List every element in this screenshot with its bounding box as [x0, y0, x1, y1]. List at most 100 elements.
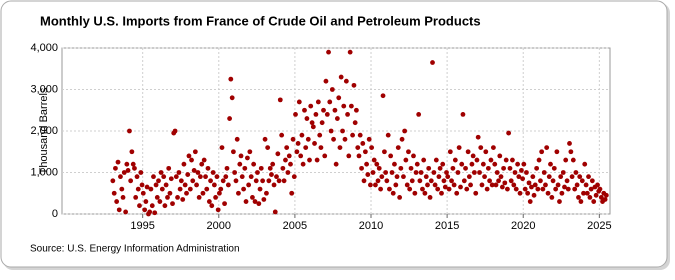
point [208, 178, 213, 184]
point [586, 174, 591, 180]
point [378, 186, 384, 192]
point [374, 161, 380, 167]
point [279, 132, 285, 138]
point [236, 190, 241, 196]
point [116, 207, 122, 213]
point [409, 178, 415, 184]
point [312, 141, 317, 146]
point [479, 182, 485, 188]
point [270, 161, 276, 167]
point [247, 149, 253, 155]
point [125, 168, 131, 173]
point [255, 170, 260, 175]
point [157, 199, 163, 204]
point [507, 165, 513, 171]
y-tick-label: 2,000 [30, 125, 58, 137]
point [313, 112, 319, 117]
point [165, 195, 170, 200]
y-tick-label: 3,000 [30, 83, 58, 95]
point [366, 136, 372, 142]
point [342, 136, 348, 142]
point [148, 186, 154, 192]
point [593, 192, 599, 198]
point [233, 178, 239, 184]
point [257, 186, 263, 192]
point [206, 199, 212, 204]
point [475, 134, 481, 140]
point [191, 168, 197, 173]
x-tick-label: 2010 [359, 220, 383, 232]
point [469, 161, 475, 167]
point [382, 149, 387, 155]
point [538, 178, 543, 184]
point [194, 182, 199, 188]
point [441, 178, 447, 184]
point [265, 145, 271, 151]
point [111, 190, 117, 196]
point [540, 186, 546, 192]
point [430, 60, 435, 65]
y-tick-label: 1,000 [30, 166, 58, 178]
point [562, 184, 567, 190]
point [213, 195, 218, 200]
point [307, 157, 312, 163]
point [483, 149, 489, 155]
point [113, 165, 118, 171]
point [513, 186, 519, 192]
point [452, 157, 458, 163]
point [170, 201, 175, 207]
point [524, 170, 529, 175]
point [534, 165, 540, 171]
point [394, 174, 400, 180]
point [465, 149, 471, 155]
point [110, 178, 116, 184]
point [408, 165, 414, 171]
point [577, 174, 583, 180]
point [527, 199, 533, 204]
point [414, 161, 420, 167]
point [422, 190, 428, 196]
point [192, 149, 198, 155]
point [251, 161, 257, 167]
point [501, 165, 506, 171]
point [477, 170, 482, 175]
point [436, 174, 442, 180]
point [203, 174, 208, 180]
point [177, 186, 183, 192]
point [323, 78, 329, 84]
point [480, 161, 486, 167]
point [503, 157, 509, 163]
point [370, 170, 376, 175]
point [243, 199, 249, 204]
point [232, 170, 238, 175]
point [435, 186, 441, 192]
point [568, 149, 574, 155]
point [214, 174, 220, 180]
point [413, 170, 419, 175]
point [296, 99, 302, 105]
point [516, 174, 522, 180]
point [218, 186, 224, 192]
point [161, 174, 167, 180]
point [127, 128, 132, 134]
point [298, 153, 304, 159]
point [471, 170, 477, 175]
point [351, 82, 357, 88]
point [548, 161, 553, 167]
point [583, 182, 589, 188]
point [291, 174, 297, 180]
point [241, 186, 247, 192]
point [210, 170, 216, 175]
point [266, 178, 272, 184]
point [343, 78, 349, 84]
x-tick-label: 2020 [511, 220, 535, 232]
point [219, 145, 225, 151]
point [578, 199, 584, 204]
point [489, 182, 495, 188]
point [348, 103, 354, 109]
point [445, 174, 451, 180]
point [579, 178, 585, 184]
point [417, 178, 423, 184]
point [149, 203, 155, 209]
point [118, 174, 123, 180]
